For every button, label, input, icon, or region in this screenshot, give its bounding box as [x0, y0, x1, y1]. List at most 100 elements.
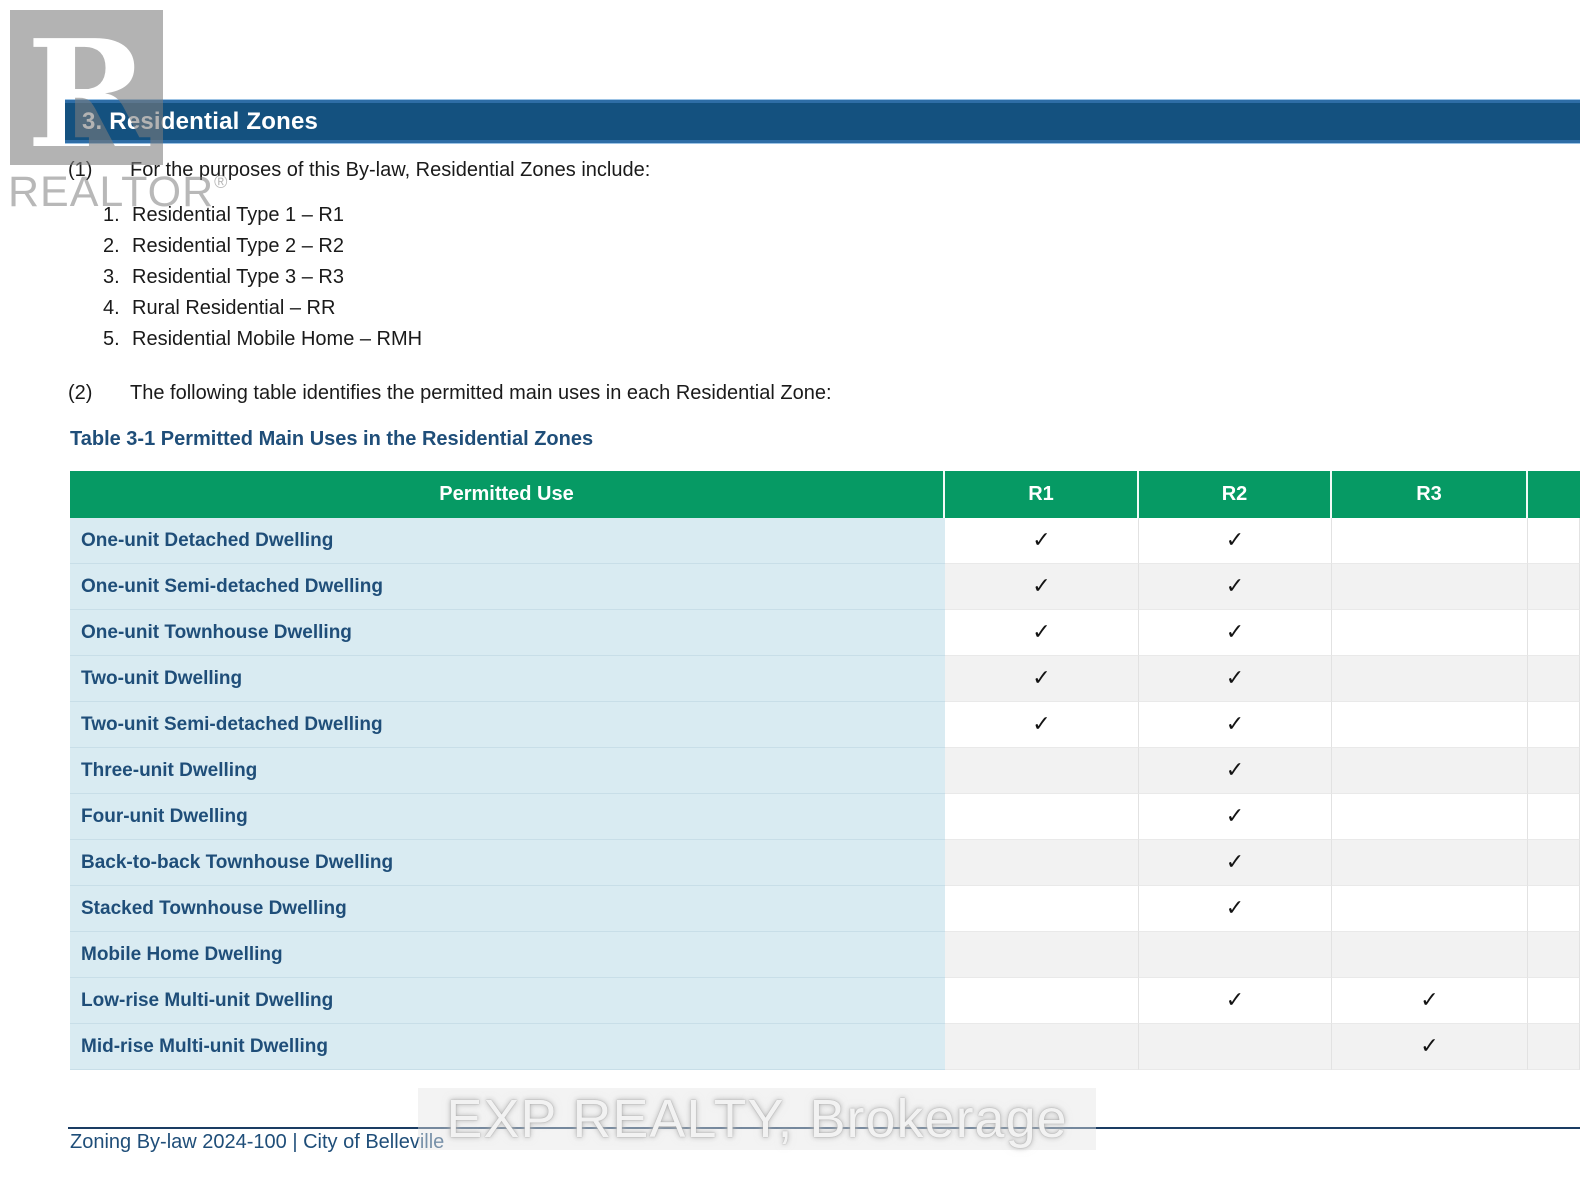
- cell-r1: [945, 748, 1139, 794]
- list-item-number: 3.: [103, 266, 120, 288]
- realtor-logo-icon: R: [10, 10, 163, 165]
- list-item-number: 1.: [103, 204, 120, 226]
- table-caption: Table 3-1 Permitted Main Uses in the Res…: [70, 428, 594, 450]
- cell-r1: [945, 840, 1139, 886]
- table-row: Stacked Townhouse Dwelling ✓: [70, 886, 1580, 932]
- cell-r2: [1139, 932, 1332, 978]
- list-item-r1: 1. Residential Type 1 – R1: [103, 204, 422, 235]
- cell-partial: [1528, 1024, 1580, 1070]
- residential-zone-list: 1. Residential Type 1 – R1 2. Residentia…: [103, 204, 422, 359]
- row-label: Mid-rise Multi-unit Dwelling: [70, 1024, 945, 1070]
- paragraph-2: (2) The following table identifies the p…: [68, 381, 832, 405]
- cell-r1: ✓: [945, 702, 1139, 748]
- cell-partial: [1528, 518, 1580, 564]
- cell-r2: ✓: [1139, 840, 1332, 886]
- cell-r3: [1332, 518, 1528, 564]
- cell-r2: ✓: [1139, 886, 1332, 932]
- cell-r2: ✓: [1139, 656, 1332, 702]
- paragraph-2-number: (2): [68, 382, 93, 404]
- cell-r2: [1139, 1024, 1332, 1070]
- cell-partial: [1528, 702, 1580, 748]
- cell-partial: [1528, 656, 1580, 702]
- cell-partial: [1528, 610, 1580, 656]
- table-row: Three-unit Dwelling ✓: [70, 748, 1580, 794]
- cell-r2: ✓: [1139, 564, 1332, 610]
- realtor-watermark: R REALTOR®: [0, 0, 227, 216]
- row-label: Back-to-back Townhouse Dwelling: [70, 840, 945, 886]
- list-item-text: Residential Type 1 – R1: [132, 204, 344, 226]
- list-item-text: Rural Residential – RR: [132, 297, 336, 319]
- cell-r1: ✓: [945, 656, 1139, 702]
- table-row: Low-rise Multi-unit Dwelling ✓ ✓: [70, 978, 1580, 1024]
- row-label: Four-unit Dwelling: [70, 794, 945, 840]
- cell-partial: [1528, 886, 1580, 932]
- cell-partial: [1528, 978, 1580, 1024]
- list-item-number: 4.: [103, 297, 120, 319]
- cell-r3: [1332, 840, 1528, 886]
- row-label: Mobile Home Dwelling: [70, 932, 945, 978]
- table-row: Two-unit Semi-detached Dwelling ✓ ✓: [70, 702, 1580, 748]
- cell-r1: [945, 1024, 1139, 1070]
- table-row: Four-unit Dwelling ✓: [70, 794, 1580, 840]
- row-label: Two-unit Semi-detached Dwelling: [70, 702, 945, 748]
- row-label: One-unit Townhouse Dwelling: [70, 610, 945, 656]
- table-row: One-unit Detached Dwelling ✓ ✓: [70, 518, 1580, 564]
- cell-r3: [1332, 702, 1528, 748]
- cell-r1: [945, 978, 1139, 1024]
- cell-r2: ✓: [1139, 748, 1332, 794]
- cell-r3: [1332, 610, 1528, 656]
- paragraph-1-text: For the purposes of this By-law, Residen…: [130, 159, 651, 181]
- cell-r3: [1332, 932, 1528, 978]
- table-header-row: Permitted Use R1 R2 R3: [70, 471, 1580, 518]
- cell-r2: ✓: [1139, 518, 1332, 564]
- footer-text: Zoning By-law 2024-100 | City of Bellevi…: [70, 1131, 445, 1153]
- cell-partial: [1528, 840, 1580, 886]
- cell-r3: [1332, 794, 1528, 840]
- cell-r2: ✓: [1139, 610, 1332, 656]
- cell-r3: ✓: [1332, 978, 1528, 1024]
- cell-r3: [1332, 564, 1528, 610]
- column-header-r1: R1: [945, 471, 1139, 518]
- cell-r3: [1332, 748, 1528, 794]
- table-row: Mobile Home Dwelling: [70, 932, 1580, 978]
- table-row: One-unit Townhouse Dwelling ✓ ✓: [70, 610, 1580, 656]
- paragraph-2-text: The following table identifies the permi…: [130, 382, 832, 404]
- cell-partial: [1528, 932, 1580, 978]
- column-header-permitted-use: Permitted Use: [70, 471, 945, 518]
- row-label: Stacked Townhouse Dwelling: [70, 886, 945, 932]
- list-item-number: 5.: [103, 328, 120, 350]
- paragraph-1-number: (1): [68, 159, 93, 181]
- list-item-text: Residential Type 3 – R3: [132, 266, 344, 288]
- cell-r2: ✓: [1139, 978, 1332, 1024]
- list-item-r2: 2. Residential Type 2 – R2: [103, 235, 422, 266]
- permitted-uses-table: Permitted Use R1 R2 R3 One-unit Detached…: [70, 471, 1580, 1070]
- cell-r1: ✓: [945, 518, 1139, 564]
- table-row: One-unit Semi-detached Dwelling ✓ ✓: [70, 564, 1580, 610]
- cell-r2: ✓: [1139, 702, 1332, 748]
- paragraph-1: (1) For the purposes of this By-law, Res…: [68, 158, 650, 182]
- list-item-text: Residential Type 2 – R2: [132, 235, 344, 257]
- cell-r1: ✓: [945, 564, 1139, 610]
- cell-partial: [1528, 748, 1580, 794]
- row-label: One-unit Detached Dwelling: [70, 518, 945, 564]
- column-header-r2: R2: [1139, 471, 1332, 518]
- list-item-r3: 3. Residential Type 3 – R3: [103, 266, 422, 297]
- cell-partial: [1528, 564, 1580, 610]
- exp-realty-watermark: EXP REALTY, Brokerage: [418, 1088, 1096, 1150]
- cell-r1: ✓: [945, 610, 1139, 656]
- row-label: One-unit Semi-detached Dwelling: [70, 564, 945, 610]
- table-row: Back-to-back Townhouse Dwelling ✓: [70, 840, 1580, 886]
- list-item-number: 2.: [103, 235, 120, 257]
- row-label: Three-unit Dwelling: [70, 748, 945, 794]
- row-label: Two-unit Dwelling: [70, 656, 945, 702]
- cell-r3: [1332, 656, 1528, 702]
- cell-r1: [945, 932, 1139, 978]
- cell-r1: [945, 886, 1139, 932]
- list-item-text: Residential Mobile Home – RMH: [132, 328, 423, 350]
- list-item-rmh: 5. Residential Mobile Home – RMH: [103, 328, 422, 359]
- list-item-rr: 4. Rural Residential – RR: [103, 297, 422, 328]
- table-row: Mid-rise Multi-unit Dwelling ✓: [70, 1024, 1580, 1070]
- footer-rule: [68, 1127, 1580, 1129]
- column-header-r3: R3: [1332, 471, 1528, 518]
